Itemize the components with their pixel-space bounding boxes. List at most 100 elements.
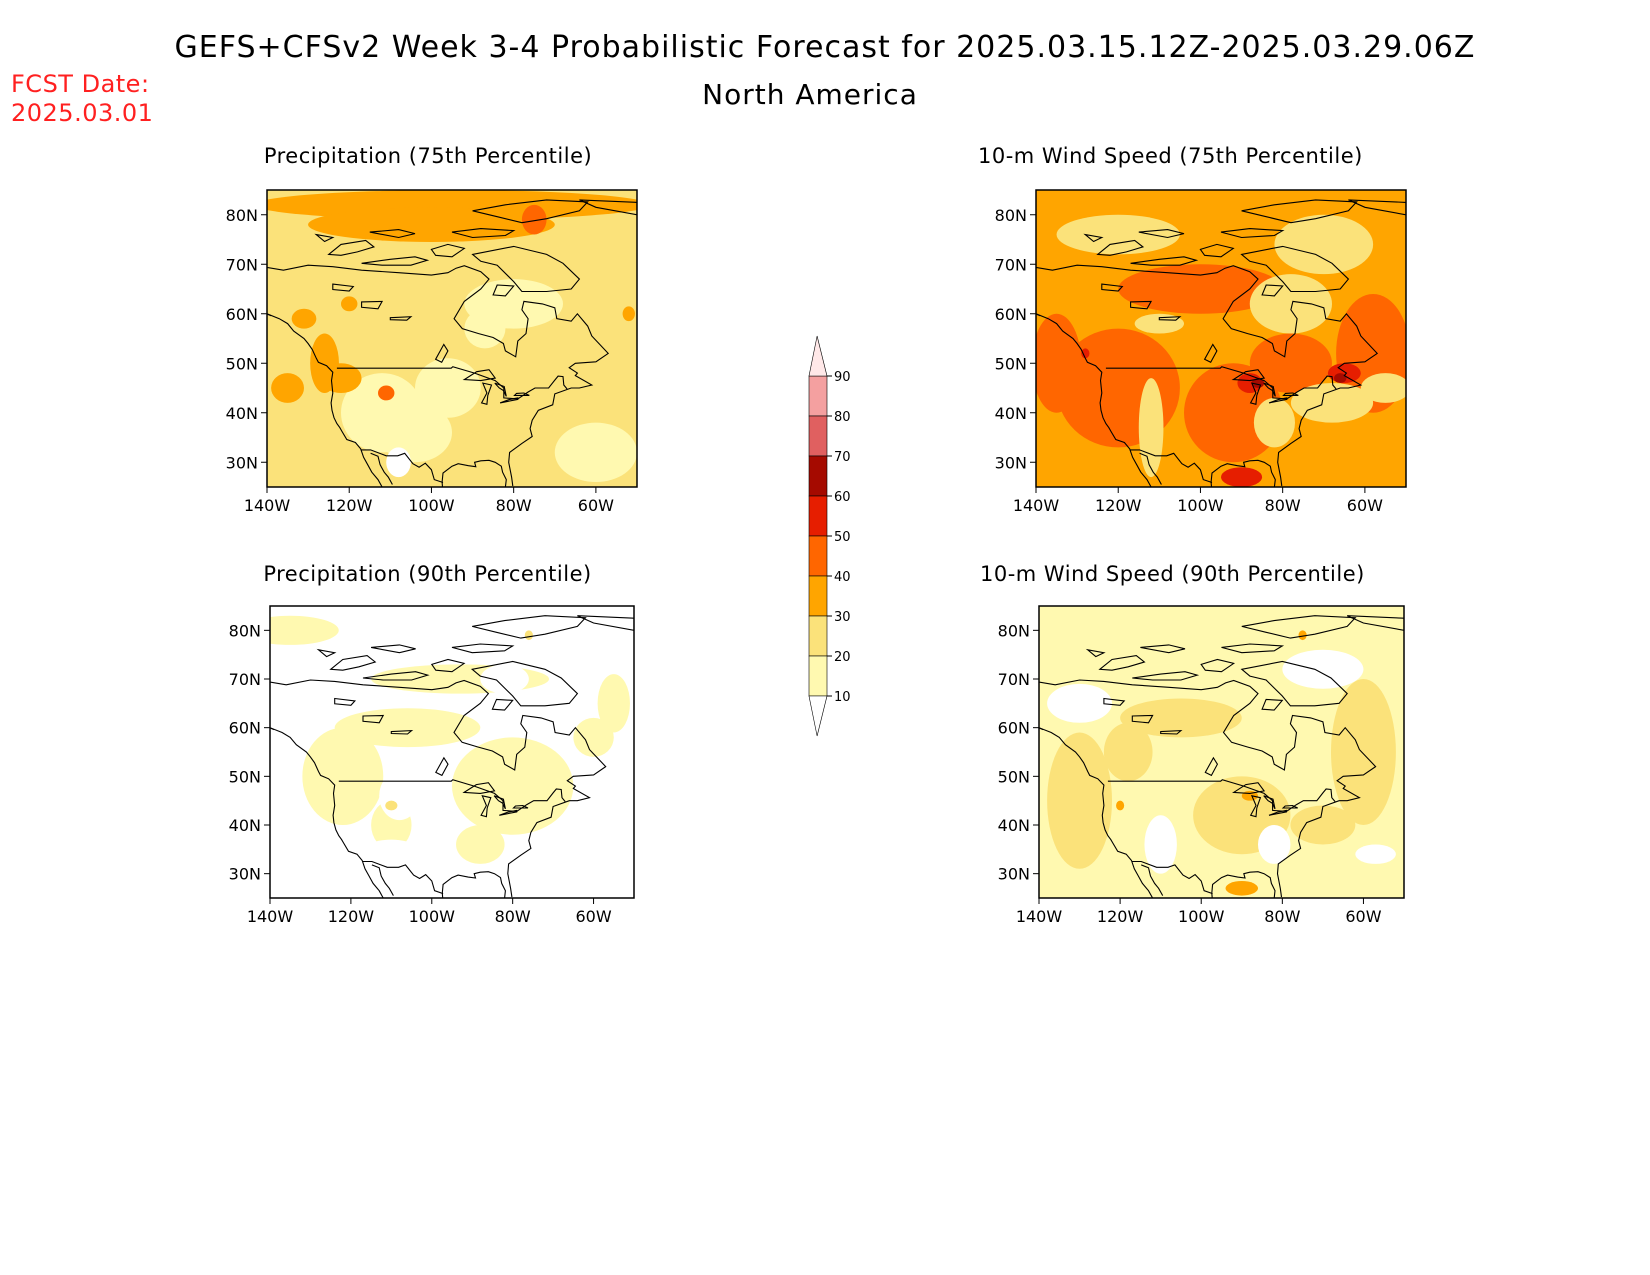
probability-region: [480, 664, 529, 694]
colorbar-top-triangle: [808, 335, 828, 377]
island-outline: [329, 655, 377, 671]
coastline: [1211, 871, 1276, 898]
lon-tick-label: 80W: [496, 496, 532, 515]
lake-outline: [480, 382, 493, 405]
probability-region: [1144, 815, 1177, 874]
lon-tick-label: 100W: [409, 907, 456, 926]
island-outline: [472, 199, 589, 224]
lon-tick-label: 120W: [1097, 907, 1144, 926]
colorbar-box: [808, 375, 828, 417]
colorbar-bottom-triangle: [808, 695, 828, 737]
probability-region: [1249, 333, 1332, 393]
probability-region: [1274, 214, 1374, 275]
island-outline: [430, 658, 466, 673]
lake-outline: [512, 804, 529, 809]
coastline: [1036, 313, 1152, 487]
lake-outline: [434, 343, 449, 364]
island-outline: [1348, 199, 1406, 216]
colorbar-tick-label: 50: [834, 530, 851, 545]
main-title: GEFS+CFSv2 Week 3-4 Probabilistic Foreca…: [174, 30, 1476, 65]
border-line: [1107, 779, 1336, 812]
colorbar-tick-label: 60: [834, 490, 851, 505]
map-frame: [1038, 605, 1405, 899]
island-outline: [1098, 655, 1146, 671]
island-outline: [430, 243, 466, 258]
probability-region: [271, 373, 304, 403]
map-panel-wind90: 140W 120W 100W 80W 60W 80N 70N 60N 50N 40N 30N: [998, 605, 1405, 926]
island-outline: [1138, 229, 1185, 239]
panel-title-precip90: Precipitation (90th Percentile): [263, 562, 592, 586]
colorbar-tick-label: 10: [834, 690, 851, 705]
lake-outline: [435, 756, 449, 777]
coastlines: [270, 615, 634, 898]
coastline: [1036, 264, 1379, 487]
probability-region: [456, 825, 505, 864]
probability-region: [1047, 683, 1112, 723]
lake-outline: [332, 283, 355, 292]
border-line: [1105, 366, 1337, 400]
coastlines: [1036, 199, 1406, 487]
lat-tick-label: 40N: [229, 816, 261, 835]
island-outline: [491, 698, 514, 711]
lake-outline: [1131, 714, 1154, 724]
coastline: [267, 313, 272, 317]
lat-tick-label: 80N: [229, 621, 261, 640]
lon-tick-label: 120W: [326, 496, 373, 515]
island-outline: [1199, 243, 1235, 258]
lake-outline: [390, 729, 414, 735]
island-outline: [472, 615, 587, 639]
lat-tick-label: 60N: [226, 305, 258, 324]
lake-outline: [1160, 729, 1183, 735]
colorbar-box: [808, 495, 828, 537]
probability-region: [1081, 348, 1090, 359]
probability-region: [386, 447, 411, 478]
lake-outline: [1268, 397, 1288, 404]
coastline: [1036, 313, 1041, 317]
coastline: [370, 452, 393, 485]
probability-region: [1249, 274, 1332, 334]
lat-tick-label: 50N: [995, 354, 1027, 373]
probability-region: [378, 402, 452, 463]
lat-tick-label: 70N: [229, 670, 261, 689]
probability-region: [350, 839, 432, 889]
lat-tick-label: 30N: [229, 865, 261, 884]
coastline: [1039, 727, 1154, 898]
lake-outline: [480, 795, 492, 818]
island-outline: [470, 660, 579, 707]
lon-tick-label: 100W: [1177, 496, 1224, 515]
probability-region: [270, 615, 339, 645]
probability-region: [1360, 373, 1406, 403]
probability-region: [1334, 373, 1347, 384]
coastline: [1039, 679, 1377, 898]
island-outline: [471, 245, 581, 293]
coastline: [441, 459, 507, 487]
border-line: [1131, 860, 1213, 895]
lon-tick-label: 80W: [1265, 496, 1301, 515]
lake-outline: [1130, 300, 1153, 310]
probability-region: [1331, 679, 1396, 825]
island-outline: [369, 229, 416, 239]
island-outline: [1132, 671, 1200, 681]
island-outline: [577, 615, 634, 631]
lake-outline: [362, 714, 385, 724]
lon-tick-label: 120W: [328, 907, 375, 926]
lat-tick-label: 40N: [226, 404, 258, 423]
probability-region: [341, 296, 358, 312]
probability-region: [1047, 732, 1112, 869]
island-outline: [370, 644, 416, 654]
lake-outline: [513, 392, 530, 396]
map-frame: [269, 605, 635, 899]
lake-outline: [389, 316, 413, 321]
island-outline: [1221, 643, 1285, 654]
lon-tick-label: 80W: [1264, 907, 1300, 926]
island-outline: [579, 199, 637, 216]
region-subtitle: North America: [702, 78, 918, 111]
island-outline: [451, 643, 515, 654]
island-outline: [1346, 615, 1404, 631]
lon-tick-label: 140W: [1016, 907, 1063, 926]
island-outline: [1200, 658, 1236, 673]
island-outline: [314, 233, 335, 243]
probability-region: [1282, 649, 1364, 689]
lon-tick-label: 100W: [1178, 907, 1225, 926]
